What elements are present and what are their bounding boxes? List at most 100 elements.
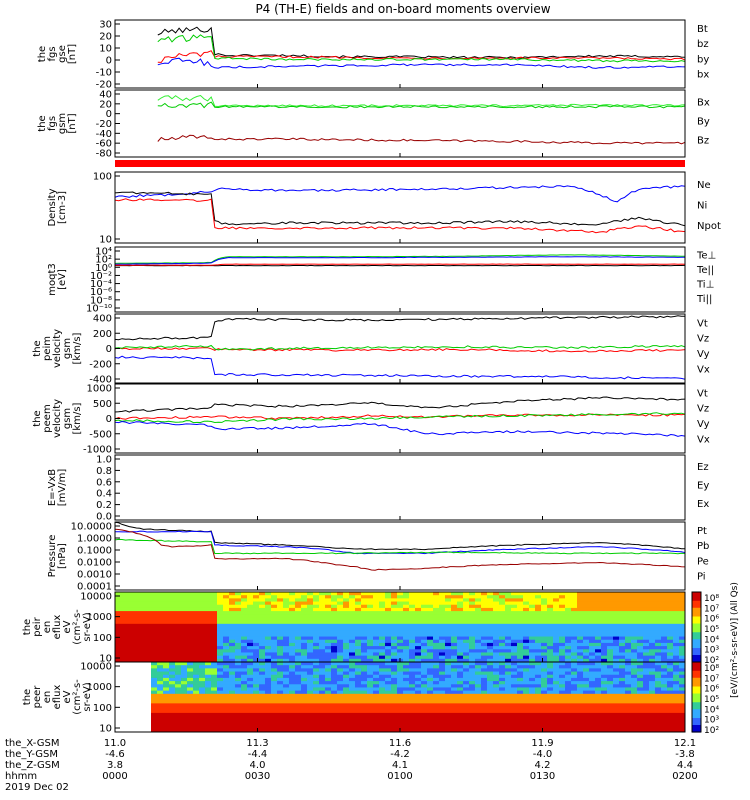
spectrogram-cell [475, 633, 482, 638]
spectrogram-cell [673, 620, 680, 625]
spectrogram-cell [355, 649, 362, 654]
spectrogram-cell [487, 690, 494, 695]
spectrogram-cell [289, 642, 296, 647]
spectrogram-cell [499, 658, 506, 662]
spectrogram-cell [319, 649, 326, 654]
spectrogram-cell [247, 693, 254, 698]
spectrogram-cell [199, 627, 206, 631]
spectrogram-cell [613, 598, 620, 603]
spectrogram-cell [619, 636, 626, 641]
spectrogram-cell [565, 709, 572, 714]
spectrogram-cell [385, 595, 392, 599]
spectrogram-cell [205, 614, 212, 619]
spectrogram-cell [409, 614, 416, 619]
spectrogram-cell [385, 722, 392, 727]
spectrogram-cell [115, 693, 122, 698]
spectrogram-cell [127, 620, 134, 625]
spectrogram-cell [439, 716, 446, 720]
colorbar-cell [692, 677, 701, 681]
spectrogram-cell [613, 633, 620, 638]
spectrogram-cell [247, 668, 254, 673]
spectrogram-cell [337, 662, 344, 666]
spectrogram-cell [229, 662, 236, 666]
spectrogram-cell [397, 703, 404, 708]
spectrogram-cell [451, 604, 458, 609]
spectrogram-cell [145, 674, 152, 679]
spectrogram-cell [637, 604, 644, 609]
spectrogram-cell [499, 598, 506, 603]
spectrogram-cell [433, 674, 440, 679]
spectrogram-cell [307, 601, 314, 606]
spectrogram-cell [307, 725, 314, 730]
spectrogram-cell [595, 649, 602, 654]
spectrogram-cell [283, 677, 290, 682]
spectrogram-cell [343, 623, 350, 628]
spectrogram-cell [295, 649, 302, 654]
spectrogram-cell [211, 662, 218, 666]
spectrogram-cell [271, 655, 278, 660]
spectrogram-cell [631, 687, 638, 692]
spectrogram-cell [157, 623, 164, 628]
spectrogram-cell [367, 687, 374, 692]
spectrogram-cell [403, 681, 410, 685]
spectrogram-cell [133, 604, 140, 609]
spectrogram-cell [235, 709, 242, 714]
spectrogram-cell [559, 646, 566, 650]
spectrogram-cell [649, 725, 656, 730]
spectrogram-cell [265, 668, 272, 673]
spectrogram-cell [571, 655, 578, 660]
spectrogram-cell [151, 601, 158, 606]
spectrogram-cell [661, 716, 668, 720]
spectrogram-cell [535, 712, 542, 717]
spectrogram-cell [181, 712, 188, 717]
spectrogram-cell [355, 674, 362, 679]
spectrogram-cell [541, 611, 548, 615]
spectrogram-cell [199, 617, 206, 622]
spectrogram-cell [457, 668, 464, 673]
spectrogram-cell [649, 601, 656, 606]
spectrogram-cell [433, 611, 440, 615]
colorbar-cell [692, 705, 701, 709]
spectrogram-cell [505, 674, 512, 679]
spectrogram-cell [313, 690, 320, 695]
spectrogram-cell [427, 709, 434, 714]
y-axis-title-line: [nT] [67, 44, 78, 64]
spectrogram-cell [679, 684, 685, 689]
spectrogram-cell [511, 614, 518, 619]
series-line-ti [115, 254, 685, 264]
spectrogram-cell [475, 674, 482, 679]
spectrogram-cell [433, 690, 440, 695]
spectrogram-cell [367, 725, 374, 730]
spectrogram-cell [325, 677, 332, 682]
spectrogram-cell [433, 646, 440, 650]
spectrogram-cell [517, 652, 524, 657]
spectrogram-cell [295, 687, 302, 692]
spectrogram-cell [421, 722, 428, 727]
spectrogram-cell [457, 725, 464, 730]
spectrogram-cell [193, 630, 200, 634]
spectrogram-cell [283, 598, 290, 603]
spectrogram-cell [661, 601, 668, 606]
spectrogram-cell [379, 604, 386, 609]
spectrogram-cell [523, 604, 530, 609]
spectrogram-cell [589, 700, 596, 704]
spectrogram-cell [433, 598, 440, 603]
spectrogram-cell [571, 668, 578, 673]
spectrogram-cell [529, 700, 536, 704]
spectrogram-cell [235, 642, 242, 647]
y-tick-label: 10⁰ [95, 263, 112, 274]
colorbar-cell [692, 667, 701, 670]
colorbar-cell [692, 620, 701, 623]
spectrogram-cell [151, 655, 158, 660]
spectrogram-cell [217, 703, 224, 708]
spectrogram-cell [337, 611, 344, 615]
spectrogram-cell [337, 617, 344, 622]
spectrogram-cell [247, 677, 254, 682]
spectrogram-cell [337, 703, 344, 708]
spectrogram-cell [523, 595, 530, 599]
spectrogram-cell [343, 681, 350, 685]
spectrogram-cell [619, 601, 626, 606]
spectrogram-cell [403, 709, 410, 714]
spectrogram-cell [127, 623, 134, 628]
spectrogram-cell [643, 630, 650, 634]
